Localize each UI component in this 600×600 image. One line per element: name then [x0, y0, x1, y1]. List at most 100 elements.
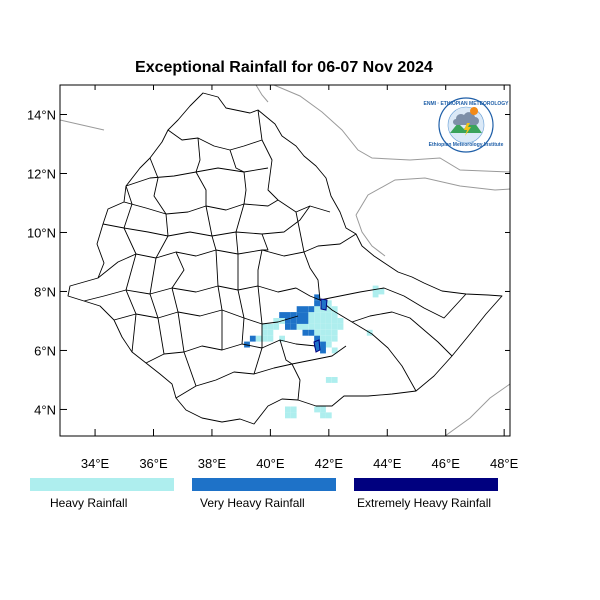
country-outline: [67, 92, 503, 425]
heavy-rainfall-cell: [261, 335, 268, 342]
neighbor-boundaries: [60, 85, 510, 436]
heavy-rainfall-cell: [261, 323, 268, 330]
heavy-rainfall-cell: [320, 318, 326, 324]
lakes: [313, 298, 328, 353]
x-tick-label: 42°E: [315, 456, 344, 471]
heavy-rainfall-cell: [325, 329, 332, 336]
y-tick-label: 10°N: [27, 225, 56, 240]
heavy-rainfall-cell: [267, 335, 274, 342]
y-axis-ticks: 4°N 6°N 8°N 10°N 12°N 14°N: [27, 107, 510, 417]
y-tick-label: 12°N: [27, 166, 56, 181]
very-heavy-rainfall-cell: [308, 306, 315, 313]
logo-cloud-icon: [453, 112, 479, 125]
y-tick-label: 6°N: [34, 343, 56, 358]
heavy-rainfall-cell: [314, 312, 320, 318]
very-heavy-rainfall-cell: [296, 306, 303, 313]
heavy-rainfall-cell: [372, 291, 379, 298]
heavy-rainfall-cell: [314, 318, 320, 324]
southern-coast: [444, 383, 510, 436]
heavy-rainfall-cell: [320, 329, 326, 336]
heavy-rainfall-cell: [378, 288, 385, 295]
x-tick-label: 48°E: [490, 456, 519, 471]
very-heavy-rainfall-cell: [302, 312, 309, 318]
region-somali-inner: [351, 311, 453, 357]
heavy-rainfall-cell: [331, 347, 338, 354]
heavy-rainfall-cell: [314, 306, 320, 313]
heavy-rainfall-cell: [314, 323, 320, 330]
heavy-rainfall-cell: [255, 335, 262, 342]
heavy-rainfall-cell: [331, 335, 338, 342]
heavy-rainfall-cell: [325, 323, 332, 330]
heavy-rainfall-cell: [285, 406, 291, 413]
legend-label-heavy: Heavy Rainfall: [50, 496, 127, 510]
heavy-rainfall-cell: [320, 335, 326, 342]
very-heavy-rainfall-cell: [320, 347, 326, 354]
very-heavy-rainfall-cell: [285, 318, 291, 324]
heavy-rainfall-cell: [331, 318, 338, 324]
very-heavy-rainfall-cell: [249, 335, 256, 342]
heavy-rainfall-cell: [290, 406, 297, 413]
heavy-rainfall-cell: [337, 318, 344, 324]
djibouti-border: [355, 214, 386, 257]
heavy-rainfall-cell: [314, 406, 320, 413]
logo-sub-text: Ethiopian Meteorology Institute: [429, 142, 504, 148]
heavy-rainfall-cell: [285, 412, 291, 419]
heavy-rainfall-cell: [331, 377, 338, 383]
very-heavy-rainfall-cell: [302, 306, 309, 313]
heavy-rainfall-cell: [302, 323, 309, 330]
heavy-rainfall-cell: [308, 318, 315, 324]
x-tick-label: 44°E: [373, 456, 402, 471]
heavy-rainfall-cell: [320, 323, 326, 330]
heavy-rainfall-cell: [273, 323, 280, 330]
region-central-a: [97, 233, 357, 279]
heavy-rainfall-cell: [325, 377, 332, 383]
heavy-rainfall-cell: [331, 312, 338, 318]
lake-lower: [313, 339, 321, 353]
x-tick-label: 34°E: [81, 456, 110, 471]
region-south-cells: [279, 339, 301, 401]
heavy-rainfall-cell: [325, 412, 332, 419]
very-heavy-rainfall-cell: [290, 318, 297, 324]
x-axis-ticks: 34°E 36°E 38°E 40°E 42°E 44°E 46°E 48°E: [81, 85, 519, 471]
very-heavy-rainfall-cell: [290, 312, 297, 318]
heavy-rainfall-cell: [325, 318, 332, 324]
heavy-rainfall-cell: [273, 318, 280, 324]
ethiopia-boundaries: [67, 92, 503, 425]
map-frame: 34°E 36°E 38°E 40°E 42°E 44°E 46°E 48°E 4°N 6°N 8…: [27, 84, 519, 471]
heavy-rainfall-cell: [372, 285, 379, 292]
heavy-rainfall-cell: [325, 312, 332, 318]
northwest-border: [60, 119, 105, 131]
heavy-rainfall-cell: [261, 329, 268, 336]
heavy-rainfall-cell: [320, 312, 326, 318]
y-tick-label: 14°N: [27, 107, 56, 122]
very-heavy-rainfall-cell: [296, 318, 303, 324]
heavy-rainfall-cell: [296, 323, 303, 330]
very-heavy-rainfall-cell: [290, 323, 297, 330]
region-central-b: [83, 285, 297, 302]
region-north-east: [257, 109, 331, 213]
region-north-central: [167, 129, 263, 151]
legend-swatch-very-heavy: [192, 478, 336, 491]
lake-upper: [320, 298, 328, 311]
very-heavy-rainfall-cell: [314, 300, 320, 307]
legend-label-very-heavy: Very Heavy Rainfall: [200, 496, 305, 510]
red-sea-coast: [273, 85, 510, 173]
heavy-rainfall-cell: [320, 406, 326, 413]
very-heavy-rainfall-cell: [320, 341, 326, 348]
heavy-rainfall-cell: [290, 412, 297, 419]
heavy-rainfall-cell: [331, 329, 338, 336]
region-south: [175, 345, 347, 399]
heavy-rainfall-cell: [337, 323, 344, 330]
institute-logo: ENMI · ETHIOPIAN METEOROLOGY Ethiopian M…: [423, 97, 509, 153]
region-west-cells-2: [195, 137, 223, 350]
logo-sun-icon: [470, 107, 479, 115]
heavy-rainfall-cell: [325, 306, 332, 313]
very-heavy-rainfall-cell: [279, 312, 285, 318]
heavy-rainfall-cell: [320, 412, 326, 419]
region-west-cells-3: [229, 149, 247, 345]
x-tick-label: 36°E: [139, 456, 168, 471]
gulf-of-aden-coast: [355, 177, 510, 216]
region-south-west: [145, 339, 317, 364]
region-west-cells-1: [149, 157, 169, 355]
